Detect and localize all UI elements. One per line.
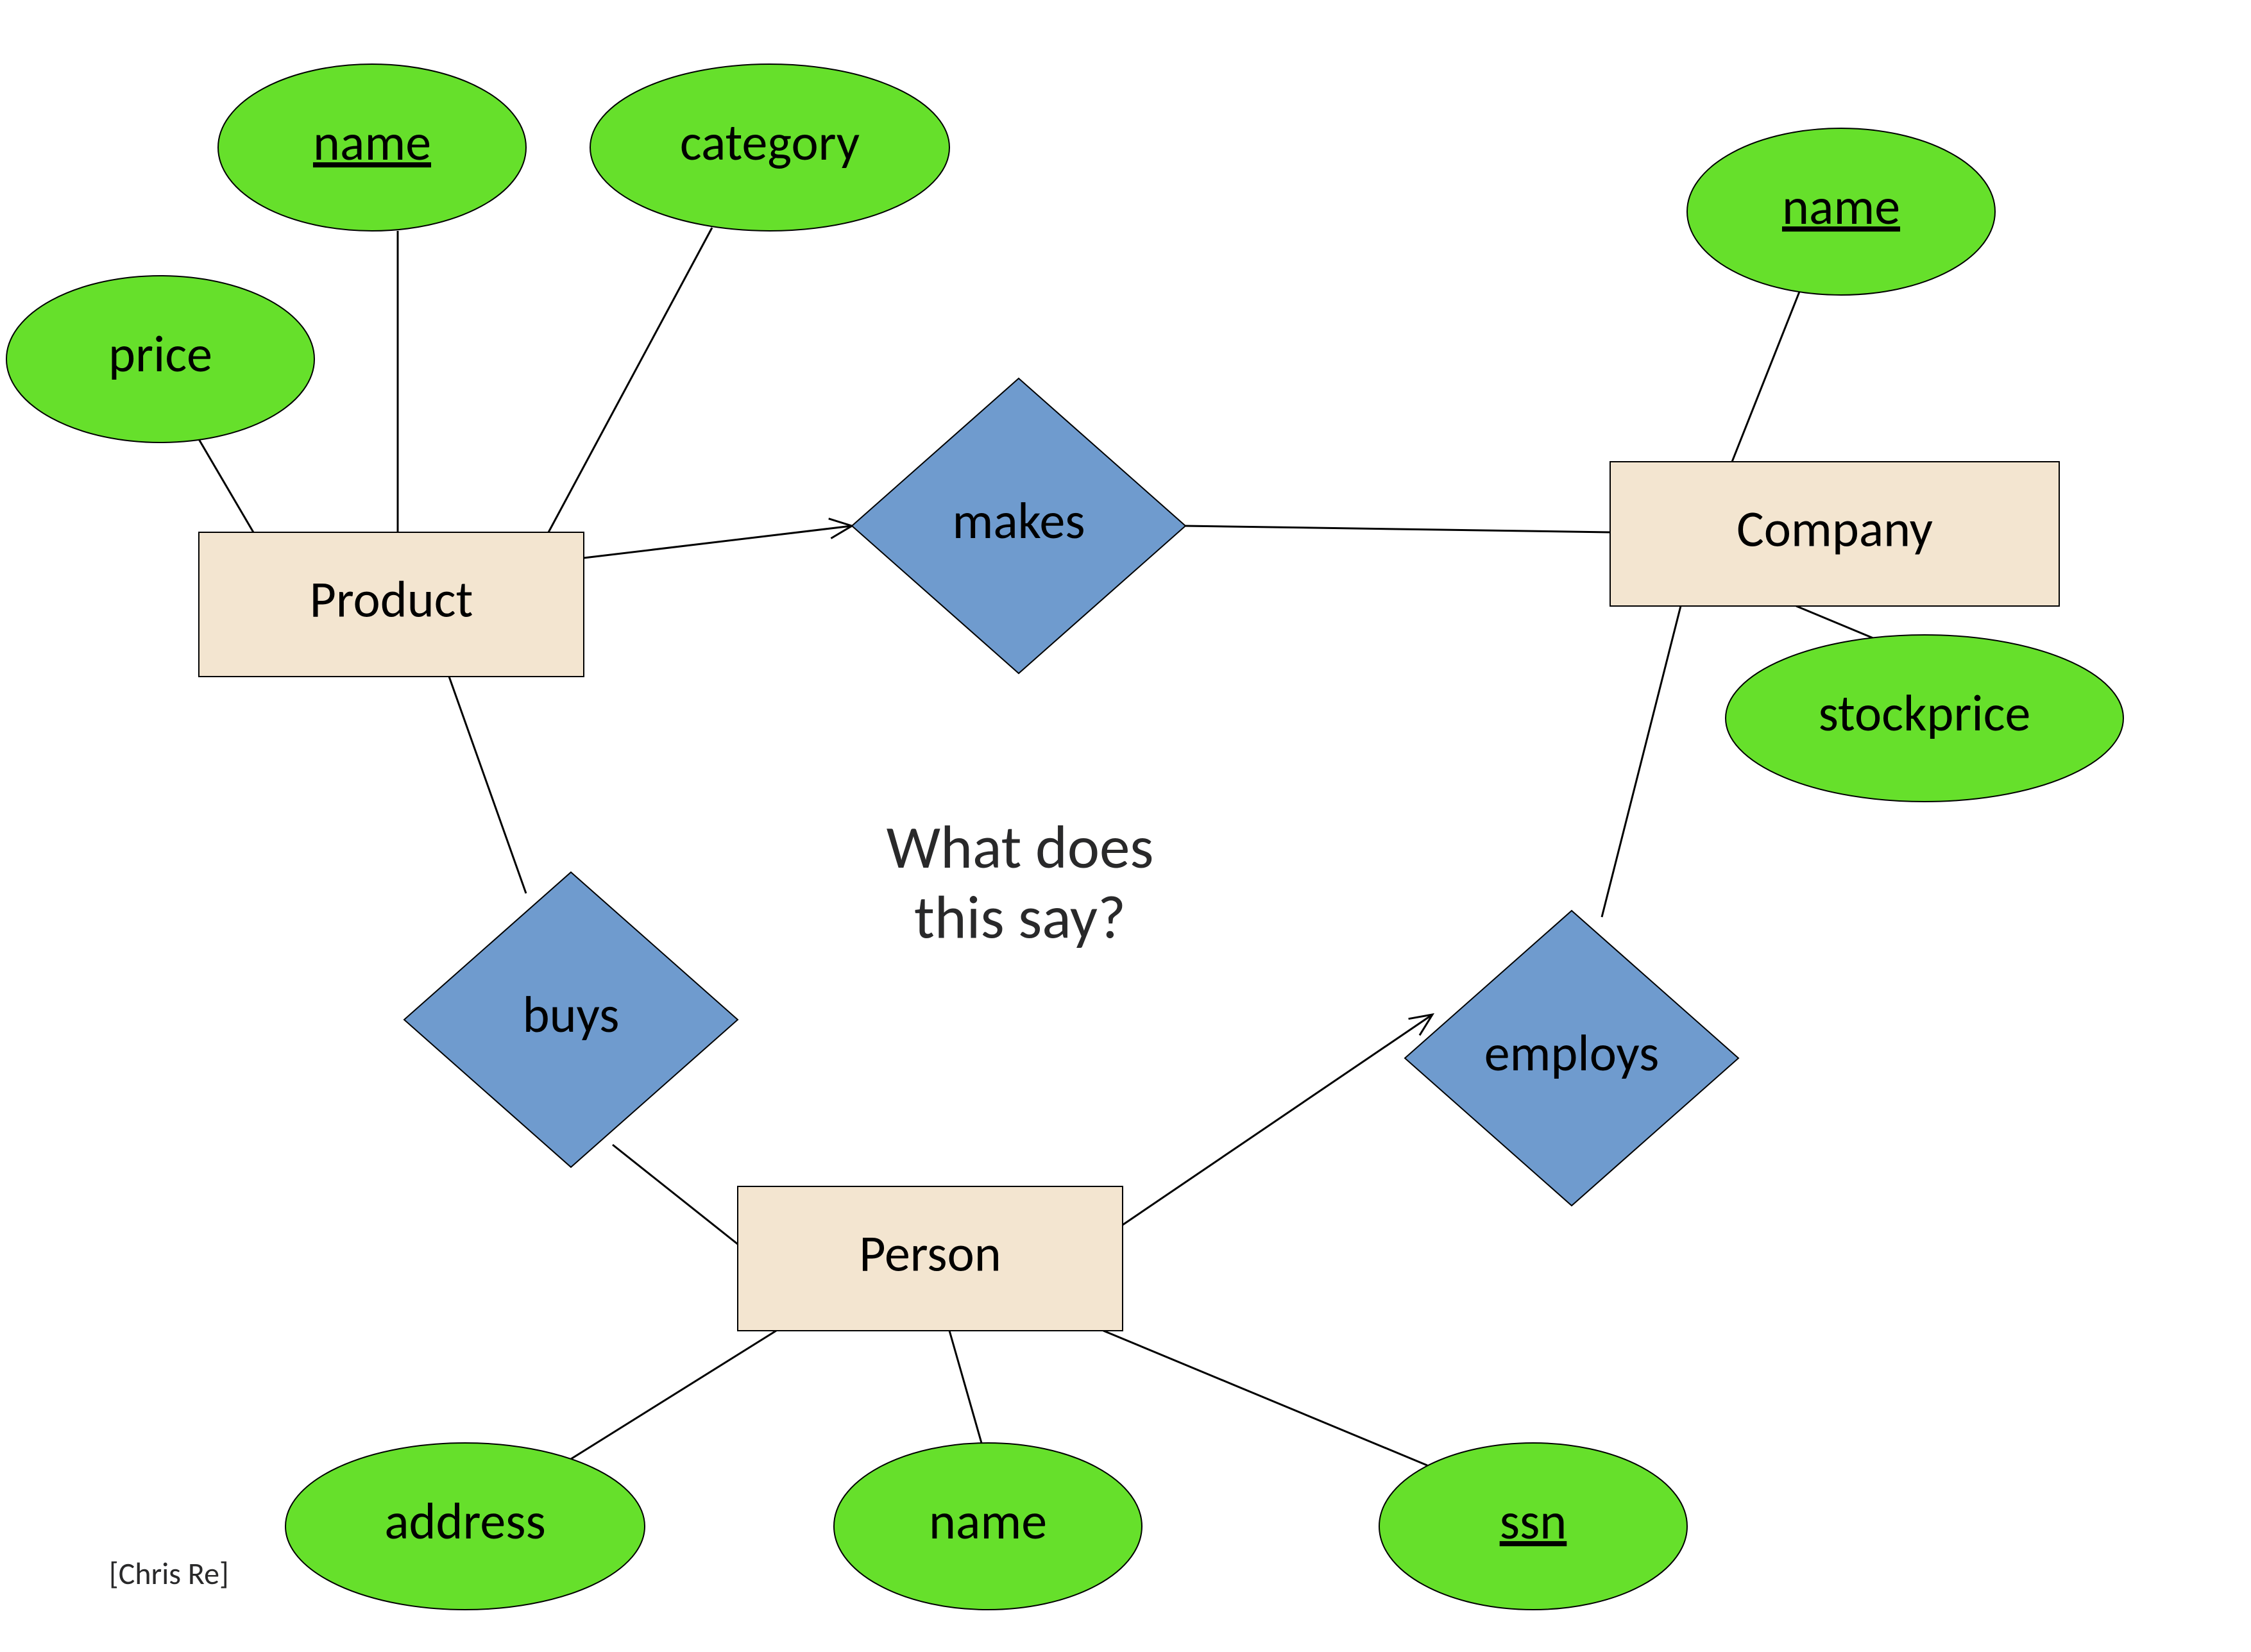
- entity-company-label: Company: [1737, 498, 1933, 560]
- relationship-makes-label: makes: [952, 490, 1085, 552]
- relationship-employs: employs: [1405, 911, 1738, 1206]
- entity-person-label: Person: [859, 1223, 1001, 1285]
- edge-pers_name-person: [949, 1331, 981, 1443]
- attribute-prod_category: category: [590, 64, 949, 231]
- entity-product-label: Product: [310, 569, 473, 631]
- edge-prod_price-product: [199, 439, 253, 532]
- edge-comp_stock-company: [1796, 606, 1873, 638]
- edge-product-buys: [449, 677, 526, 893]
- edge-comp_name-company: [1732, 292, 1799, 462]
- attribute-comp_name: name: [1687, 128, 1995, 295]
- relationship-makes: makes: [852, 378, 1185, 673]
- attribute-comp_stock: stockprice: [1726, 635, 2123, 802]
- attribute-pers_ssn-label: ssn: [1500, 1490, 1567, 1553]
- edge-employs-company: [1602, 606, 1681, 917]
- attribute-comp_stock-label: stockprice: [1819, 682, 2031, 745]
- edge-pers_ssn-person: [1103, 1331, 1427, 1465]
- relationship-buys-label: buys: [523, 984, 620, 1046]
- relationship-buys: buys: [404, 872, 738, 1167]
- attribute-prod_price-label: price: [108, 323, 212, 385]
- attribute-pers_ssn: ssn: [1379, 1443, 1687, 1610]
- edge-makes-company: [1185, 526, 1610, 532]
- er-diagram: name category price name stockprice address na…: [0, 0, 2251, 1652]
- entity-person: Person: [738, 1186, 1123, 1331]
- credit-text: [Chris Re]: [109, 1555, 229, 1592]
- entity-product: Product: [199, 532, 584, 677]
- relationship-employs-label: employs: [1484, 1022, 1660, 1084]
- attribute-prod_name-label: name: [313, 112, 431, 174]
- attribute-pers_address: address: [285, 1443, 645, 1610]
- attribute-pers_address-label: address: [384, 1490, 546, 1553]
- attribute-prod_name: name: [218, 64, 526, 231]
- edge-pers_address-person: [571, 1331, 776, 1459]
- entity-company: Company: [1610, 462, 2059, 606]
- attribute-pers_name-label: name: [929, 1490, 1047, 1553]
- attribute-prod_price: price: [6, 276, 314, 442]
- edge-product-makes: [584, 526, 852, 558]
- attribute-pers_name: name: [834, 1443, 1142, 1610]
- edge-buys-person: [613, 1145, 738, 1244]
- edge-person-employs: [1123, 1015, 1432, 1225]
- caption-text: What doesthis say?: [887, 810, 1154, 954]
- attribute-comp_name-label: name: [1782, 176, 1900, 238]
- edge-prod_category-product: [548, 228, 712, 532]
- attribute-prod_category-label: category: [680, 112, 860, 174]
